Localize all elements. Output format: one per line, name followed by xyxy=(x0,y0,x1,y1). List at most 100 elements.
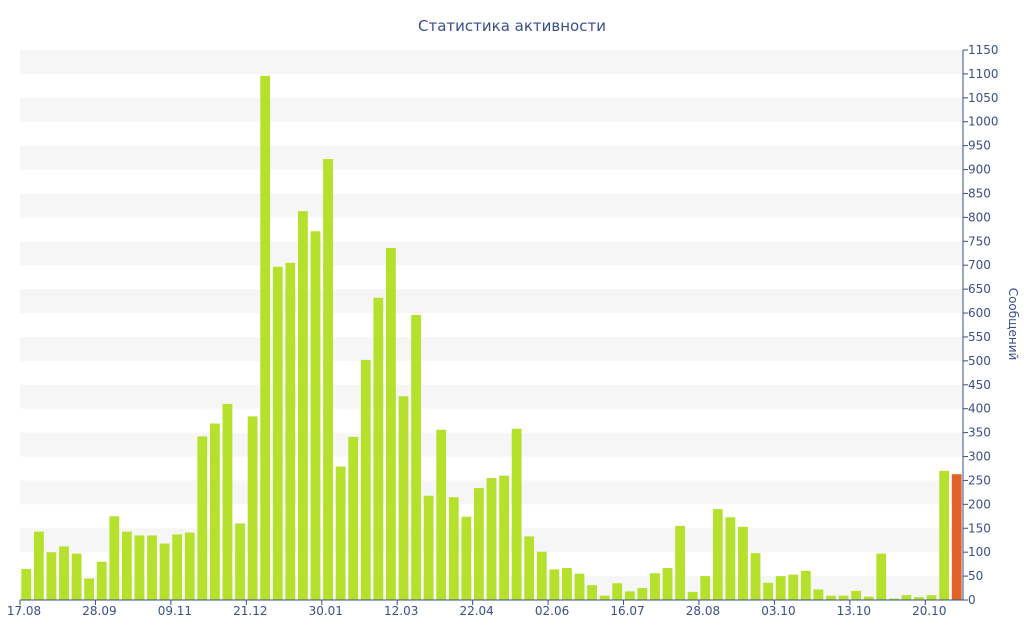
bar[interactable] xyxy=(59,546,69,600)
x-tick-label: 28.09 xyxy=(82,604,116,618)
bar[interactable] xyxy=(725,517,736,600)
bar[interactable] xyxy=(147,535,157,600)
y-tick-label: 450 xyxy=(968,378,991,392)
y-tick-label: 800 xyxy=(968,210,991,224)
bar[interactable] xyxy=(939,470,950,600)
bar[interactable] xyxy=(172,534,183,600)
bar[interactable] xyxy=(285,262,296,600)
bar[interactable] xyxy=(851,590,862,600)
bar[interactable] xyxy=(675,525,686,600)
y-tick-label: 750 xyxy=(968,234,991,248)
bar[interactable] xyxy=(888,598,899,600)
bar[interactable] xyxy=(84,578,95,600)
bar[interactable] xyxy=(423,495,434,600)
bar[interactable] xyxy=(184,532,195,600)
bar[interactable] xyxy=(662,567,673,600)
x-tick-label: 12.03 xyxy=(384,604,418,618)
bar[interactable] xyxy=(536,551,547,600)
y-tick-label: 400 xyxy=(968,402,991,416)
bar[interactable] xyxy=(323,159,333,601)
bar[interactable] xyxy=(96,561,107,600)
bar[interactable] xyxy=(33,531,44,600)
bar[interactable] xyxy=(750,553,761,600)
bar[interactable] xyxy=(951,474,962,600)
grid-band xyxy=(20,384,963,409)
bar[interactable] xyxy=(247,416,258,600)
bar[interactable] xyxy=(310,231,321,600)
bar[interactable] xyxy=(914,597,924,600)
y-tick-label: 50 xyxy=(968,569,983,583)
y-tick-label: 550 xyxy=(968,330,991,344)
bar[interactable] xyxy=(876,553,887,600)
y-tick-label: 1050 xyxy=(968,91,999,105)
x-tick-label: 28.08 xyxy=(686,604,720,618)
y-tick-label: 600 xyxy=(968,306,991,320)
bar[interactable] xyxy=(398,396,409,600)
y-tick-label: 250 xyxy=(968,473,991,487)
y-tick-label: 650 xyxy=(968,282,991,296)
y-tick-label: 1150 xyxy=(968,43,999,57)
y-tick-label: 0 xyxy=(968,593,976,607)
bar[interactable] xyxy=(197,436,208,600)
bar[interactable] xyxy=(121,531,132,600)
bar[interactable] xyxy=(411,314,421,600)
bar[interactable] xyxy=(436,429,447,600)
bar[interactable] xyxy=(587,585,597,600)
grid-band xyxy=(20,193,963,218)
bar[interactable] xyxy=(826,595,836,600)
bar[interactable] xyxy=(562,567,572,600)
bar[interactable] xyxy=(360,359,371,600)
bar[interactable] xyxy=(348,436,359,600)
grid-band xyxy=(20,289,963,314)
bar[interactable] xyxy=(298,211,308,601)
bar[interactable] xyxy=(134,535,145,600)
bar[interactable] xyxy=(486,478,497,600)
bar[interactable] xyxy=(524,536,535,600)
bar[interactable] xyxy=(235,523,245,600)
bar[interactable] xyxy=(448,497,459,600)
bar[interactable] xyxy=(763,582,774,600)
bar[interactable] xyxy=(209,423,220,600)
bar[interactable] xyxy=(788,574,799,600)
bar[interactable] xyxy=(813,589,824,600)
bar[interactable] xyxy=(272,266,283,600)
bar[interactable] xyxy=(687,591,698,600)
bar[interactable] xyxy=(712,509,723,600)
bar[interactable] xyxy=(599,595,610,600)
bar[interactable] xyxy=(46,552,57,600)
bar[interactable] xyxy=(926,595,937,600)
bar[interactable] xyxy=(650,573,660,600)
bar[interactable] xyxy=(386,248,396,600)
bar[interactable] xyxy=(159,543,170,600)
bar[interactable] xyxy=(574,573,585,600)
bar[interactable] xyxy=(624,591,635,600)
bar[interactable] xyxy=(800,570,811,600)
bar[interactable] xyxy=(461,516,472,600)
bars xyxy=(21,75,962,601)
bar[interactable] xyxy=(499,475,509,600)
grid-band xyxy=(20,432,963,457)
bar[interactable] xyxy=(260,75,271,600)
bar[interactable] xyxy=(775,576,786,600)
bar[interactable] xyxy=(335,466,346,600)
bar[interactable] xyxy=(700,576,711,600)
bar[interactable] xyxy=(222,403,233,600)
x-tick-label: 22.04 xyxy=(459,604,493,618)
bar[interactable] xyxy=(474,488,484,600)
bar[interactable] xyxy=(511,428,522,600)
bar[interactable] xyxy=(838,595,849,600)
bar[interactable] xyxy=(373,297,384,600)
bar[interactable] xyxy=(637,588,648,600)
grid-bands xyxy=(20,50,963,600)
y-tick-label: 950 xyxy=(968,139,991,153)
bar[interactable] xyxy=(612,583,623,600)
bar[interactable] xyxy=(71,553,82,600)
bar[interactable] xyxy=(738,526,748,600)
grid-band xyxy=(20,241,963,266)
bar[interactable] xyxy=(901,595,912,600)
bar[interactable] xyxy=(549,569,560,600)
bar[interactable] xyxy=(863,596,874,600)
bar[interactable] xyxy=(21,568,32,600)
bar[interactable] xyxy=(109,516,120,600)
